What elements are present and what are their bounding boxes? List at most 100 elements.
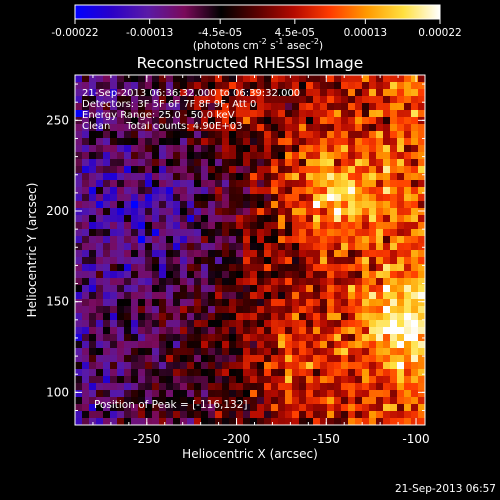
- heatmap-cell: [355, 362, 363, 370]
- heatmap-cell: [173, 418, 181, 425]
- heatmap-cell: [327, 397, 335, 405]
- heatmap-cell: [89, 390, 97, 398]
- heatmap-cell: [306, 75, 314, 83]
- heatmap-cell: [236, 327, 244, 335]
- heatmap-cell: [404, 215, 412, 223]
- heatmap-cell: [124, 257, 132, 265]
- heatmap-cell: [180, 222, 188, 230]
- heatmap-cell: [383, 103, 391, 111]
- heatmap-cell: [397, 103, 405, 111]
- heatmap-cell: [362, 166, 370, 174]
- heatmap-cell: [236, 103, 244, 111]
- heatmap-cell: [166, 222, 174, 230]
- heatmap-cell: [334, 110, 342, 118]
- heatmap-cell: [285, 215, 293, 223]
- heatmap-cell: [355, 103, 363, 111]
- heatmap-cell: [159, 264, 167, 272]
- heatmap-cell: [271, 166, 279, 174]
- heatmap-cell: [89, 376, 97, 384]
- heatmap-cell: [257, 264, 265, 272]
- heatmap-cell: [208, 320, 216, 328]
- heatmap-cell: [348, 320, 356, 328]
- heatmap-cell: [257, 180, 265, 188]
- heatmap-cell: [264, 264, 272, 272]
- heatmap-cell: [208, 390, 216, 398]
- heatmap-cell: [131, 418, 139, 425]
- heatmap-cell: [390, 320, 398, 328]
- heatmap-cell: [82, 264, 90, 272]
- heatmap-cell: [264, 306, 272, 314]
- heatmap-cell: [152, 362, 160, 370]
- heatmap-cell: [117, 131, 125, 139]
- heatmap-cell: [187, 117, 195, 125]
- heatmap-cell: [201, 341, 209, 349]
- heatmap-cell: [96, 103, 104, 111]
- heatmap-cell: [271, 82, 279, 90]
- heatmap-cell: [376, 145, 384, 153]
- heatmap-cell: [159, 117, 167, 125]
- heatmap-cell: [411, 117, 419, 125]
- heatmap-cell: [243, 138, 251, 146]
- heatmap-cell: [82, 138, 90, 146]
- heatmap-cell: [369, 138, 377, 146]
- heatmap-cell: [257, 243, 265, 251]
- heatmap-cell: [362, 180, 370, 188]
- heatmap-cell: [89, 89, 97, 97]
- heatmap-cell: [257, 362, 265, 370]
- heatmap-cell: [222, 124, 230, 132]
- heatmap-cell: [292, 166, 300, 174]
- heatmap-cell: [152, 159, 160, 167]
- heatmap-cell: [215, 397, 223, 405]
- heatmap-cell: [299, 131, 307, 139]
- heatmap-cell: [397, 215, 405, 223]
- heatmap-cell: [390, 376, 398, 384]
- heatmap-cell: [278, 292, 286, 300]
- heatmap-cell: [362, 187, 370, 195]
- heatmap-cell: [82, 306, 90, 314]
- heatmap-cell: [173, 257, 181, 265]
- heatmap-cell: [418, 82, 425, 90]
- heatmap-cell: [208, 299, 216, 307]
- heatmap-cell: [411, 271, 419, 279]
- heatmap-cell: [166, 257, 174, 265]
- heatmap-cell: [327, 110, 335, 118]
- heatmap-cell: [313, 418, 321, 425]
- heatmap-cell: [327, 250, 335, 258]
- heatmap-cell: [215, 173, 223, 181]
- heatmap-cell: [418, 348, 425, 356]
- heatmap-cell: [313, 166, 321, 174]
- heatmap-cell: [376, 271, 384, 279]
- heatmap-cell: [243, 222, 251, 230]
- heatmap-cell: [131, 236, 139, 244]
- heatmap-cell: [222, 418, 230, 425]
- heatmap-cell: [341, 75, 349, 83]
- heatmap-cell: [397, 166, 405, 174]
- heatmap-cell: [236, 285, 244, 293]
- heatmap-cell: [75, 327, 83, 335]
- heatmap-cell: [348, 411, 356, 419]
- heatmap-cell: [376, 236, 384, 244]
- heatmap-cell: [124, 173, 132, 181]
- heatmap-cell: [397, 397, 405, 405]
- heatmap-cell: [341, 355, 349, 363]
- heatmap-cell: [390, 292, 398, 300]
- heatmap-cell: [75, 376, 83, 384]
- heatmap-cell: [96, 278, 104, 286]
- heatmap-cell: [236, 355, 244, 363]
- heatmap-cell: [292, 404, 300, 412]
- heatmap-cell: [124, 82, 132, 90]
- heatmap-cell: [341, 271, 349, 279]
- heatmap-cell: [250, 96, 258, 104]
- heatmap-cell: [257, 229, 265, 237]
- heatmap-cell: [145, 131, 153, 139]
- heatmap-cell: [82, 229, 90, 237]
- heatmap-cell: [362, 306, 370, 314]
- heatmap-cell: [173, 222, 181, 230]
- heatmap-cell: [397, 327, 405, 335]
- heatmap-cell: [313, 215, 321, 223]
- heatmap-cell: [138, 243, 146, 251]
- heatmap-cell: [306, 229, 314, 237]
- heatmap-cell: [341, 124, 349, 132]
- heatmap-cell: [327, 208, 335, 216]
- heatmap-cell: [117, 96, 125, 104]
